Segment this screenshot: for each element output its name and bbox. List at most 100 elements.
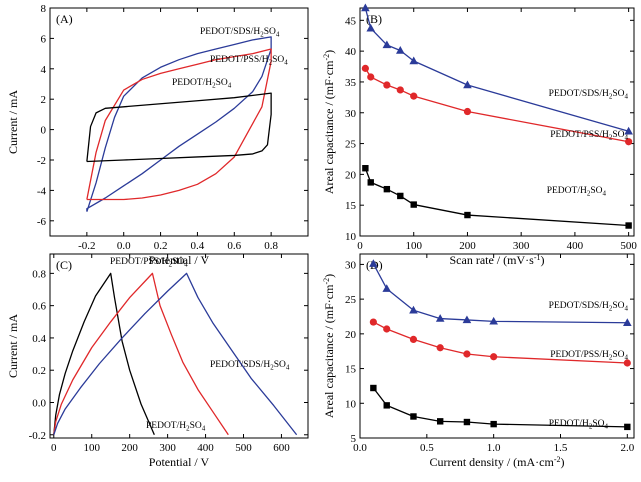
data-point [369, 318, 377, 326]
data-point [625, 222, 632, 229]
y-axis-label: Current / mA [6, 314, 20, 378]
data-point [383, 325, 391, 333]
plot-frame [49, 253, 309, 439]
y-tick-label: 15 [345, 364, 357, 376]
data-point [409, 305, 418, 314]
data-point [490, 420, 497, 428]
data-point [623, 359, 631, 367]
panel-A: -0.2 0.0 0.2 0.4 0.6 0.8 -6 -4 -2 0 2 4 6 8 (A) Potenti… [6, 3, 309, 267]
plot-frame [359, 7, 635, 237]
data-point [369, 259, 378, 267]
x-tick-label: 300 [159, 442, 176, 454]
y-axis-label: Areal capacitance / (mF·cm-2) [322, 50, 336, 194]
y-tick-label: 4 [41, 64, 47, 76]
data-point [463, 350, 471, 358]
y-axis-label: Areal capacitance / (mF·cm-2) [322, 274, 336, 418]
x-tick-label: 100 [405, 240, 422, 252]
x-tick-label: 0.0 [117, 240, 131, 252]
data-point [410, 201, 417, 208]
plot-frame [359, 253, 635, 439]
data-point [435, 314, 445, 322]
data-point [436, 418, 444, 425]
x-tick-label: 300 [513, 240, 530, 252]
y-tick-label: 0.8 [32, 268, 46, 280]
series-annotation: PEDOT/PSS/H2SO4 [210, 55, 288, 67]
data-point [362, 165, 369, 172]
x-axis-label: Potential / V [149, 455, 210, 469]
x-tick-label: 0.8 [264, 240, 278, 252]
x-tick-label: 0.5 [420, 442, 434, 454]
data-point [383, 185, 391, 193]
data-point [623, 318, 632, 326]
x-tick-label: 1.5 [554, 442, 568, 454]
series-line-0 [86, 36, 272, 212]
y-tick-label: 6 [41, 33, 47, 45]
data-point [489, 316, 498, 325]
series-annotation: PEDOT/PSS/H2SO4 [110, 257, 188, 269]
x-tick-label: 2.0 [620, 442, 634, 454]
data-point [366, 23, 376, 32]
data-point [625, 138, 633, 146]
y-tick-label: 10 [345, 231, 357, 243]
series-line-0 [53, 272, 155, 436]
x-tick-label: 1.0 [487, 442, 501, 454]
series-annotation: PEDOT/PSS/H2SO4 [550, 350, 628, 362]
x-tick-label: 0.2 [154, 240, 168, 252]
y-tick-label: 0.6 [32, 301, 46, 313]
series-line-2 [53, 272, 298, 436]
data-point [624, 126, 633, 135]
x-tick-label: 0.4 [191, 240, 205, 252]
x-tick-label: 600 [273, 442, 290, 454]
data-point [395, 46, 405, 54]
data-point [490, 353, 498, 361]
data-point [382, 284, 392, 292]
series-line-1 [86, 48, 272, 201]
data-point [463, 418, 471, 426]
data-point [463, 80, 472, 89]
y-axis-label: Current / mA [6, 90, 20, 154]
panel-label: (A) [56, 12, 73, 26]
x-tick-label: 0 [51, 442, 57, 454]
y-tick-label: -6 [37, 216, 47, 228]
data-point [397, 192, 404, 200]
series-line-0 [364, 7, 629, 132]
y-tick-label: 8 [41, 3, 47, 15]
series-annotation: PEDOT/SDS/H2SO4 [200, 27, 280, 39]
data-point [367, 73, 375, 81]
data-point [370, 384, 377, 392]
x-axis-label: Current density / (mA·cm-2) [430, 455, 565, 469]
series-annotation: PEDOT/H2SO4 [549, 419, 609, 431]
y-tick-label: 25 [345, 294, 357, 306]
x-tick-label: 100 [83, 442, 100, 454]
y-tick-label: -0.2 [29, 430, 46, 442]
panel-C: 0 100 200 300 400 500 600 -0.2 0.0 0.2 0.4 0.6 0.8 (C… [6, 253, 309, 469]
data-point [396, 86, 404, 94]
data-point [462, 315, 472, 324]
x-tick-label: 500 [235, 442, 252, 454]
panel-B: 0 100 200 300 400 500 10 15 20 25 30 35 40 45 (B) Scan … [322, 3, 637, 267]
panel-label: (C) [56, 258, 72, 272]
y-tick-label: 0 [41, 125, 47, 137]
panel-label: (B) [366, 12, 382, 26]
data-point [410, 92, 418, 100]
series-annotation: PEDOT/H2SO4 [547, 186, 607, 198]
x-tick-label: 0 [357, 240, 363, 252]
y-tick-label: 5 [351, 433, 357, 445]
y-tick-label: 25 [345, 139, 357, 151]
data-point [382, 40, 392, 49]
series-line-1 [53, 272, 229, 436]
data-point [624, 423, 631, 431]
series-annotation: PEDOT/H2SO4 [172, 78, 232, 90]
x-tick-label: 0.6 [227, 240, 241, 252]
data-point [367, 179, 374, 186]
x-tick-label: 0.0 [353, 442, 367, 454]
y-tick-label: 20 [345, 169, 357, 181]
y-tick-label: 40 [345, 46, 357, 58]
plot-frame [49, 7, 309, 237]
y-tick-label: -4 [37, 185, 47, 197]
series-line-0 [372, 263, 628, 324]
y-tick-label: 30 [345, 259, 357, 271]
data-point [463, 107, 472, 116]
